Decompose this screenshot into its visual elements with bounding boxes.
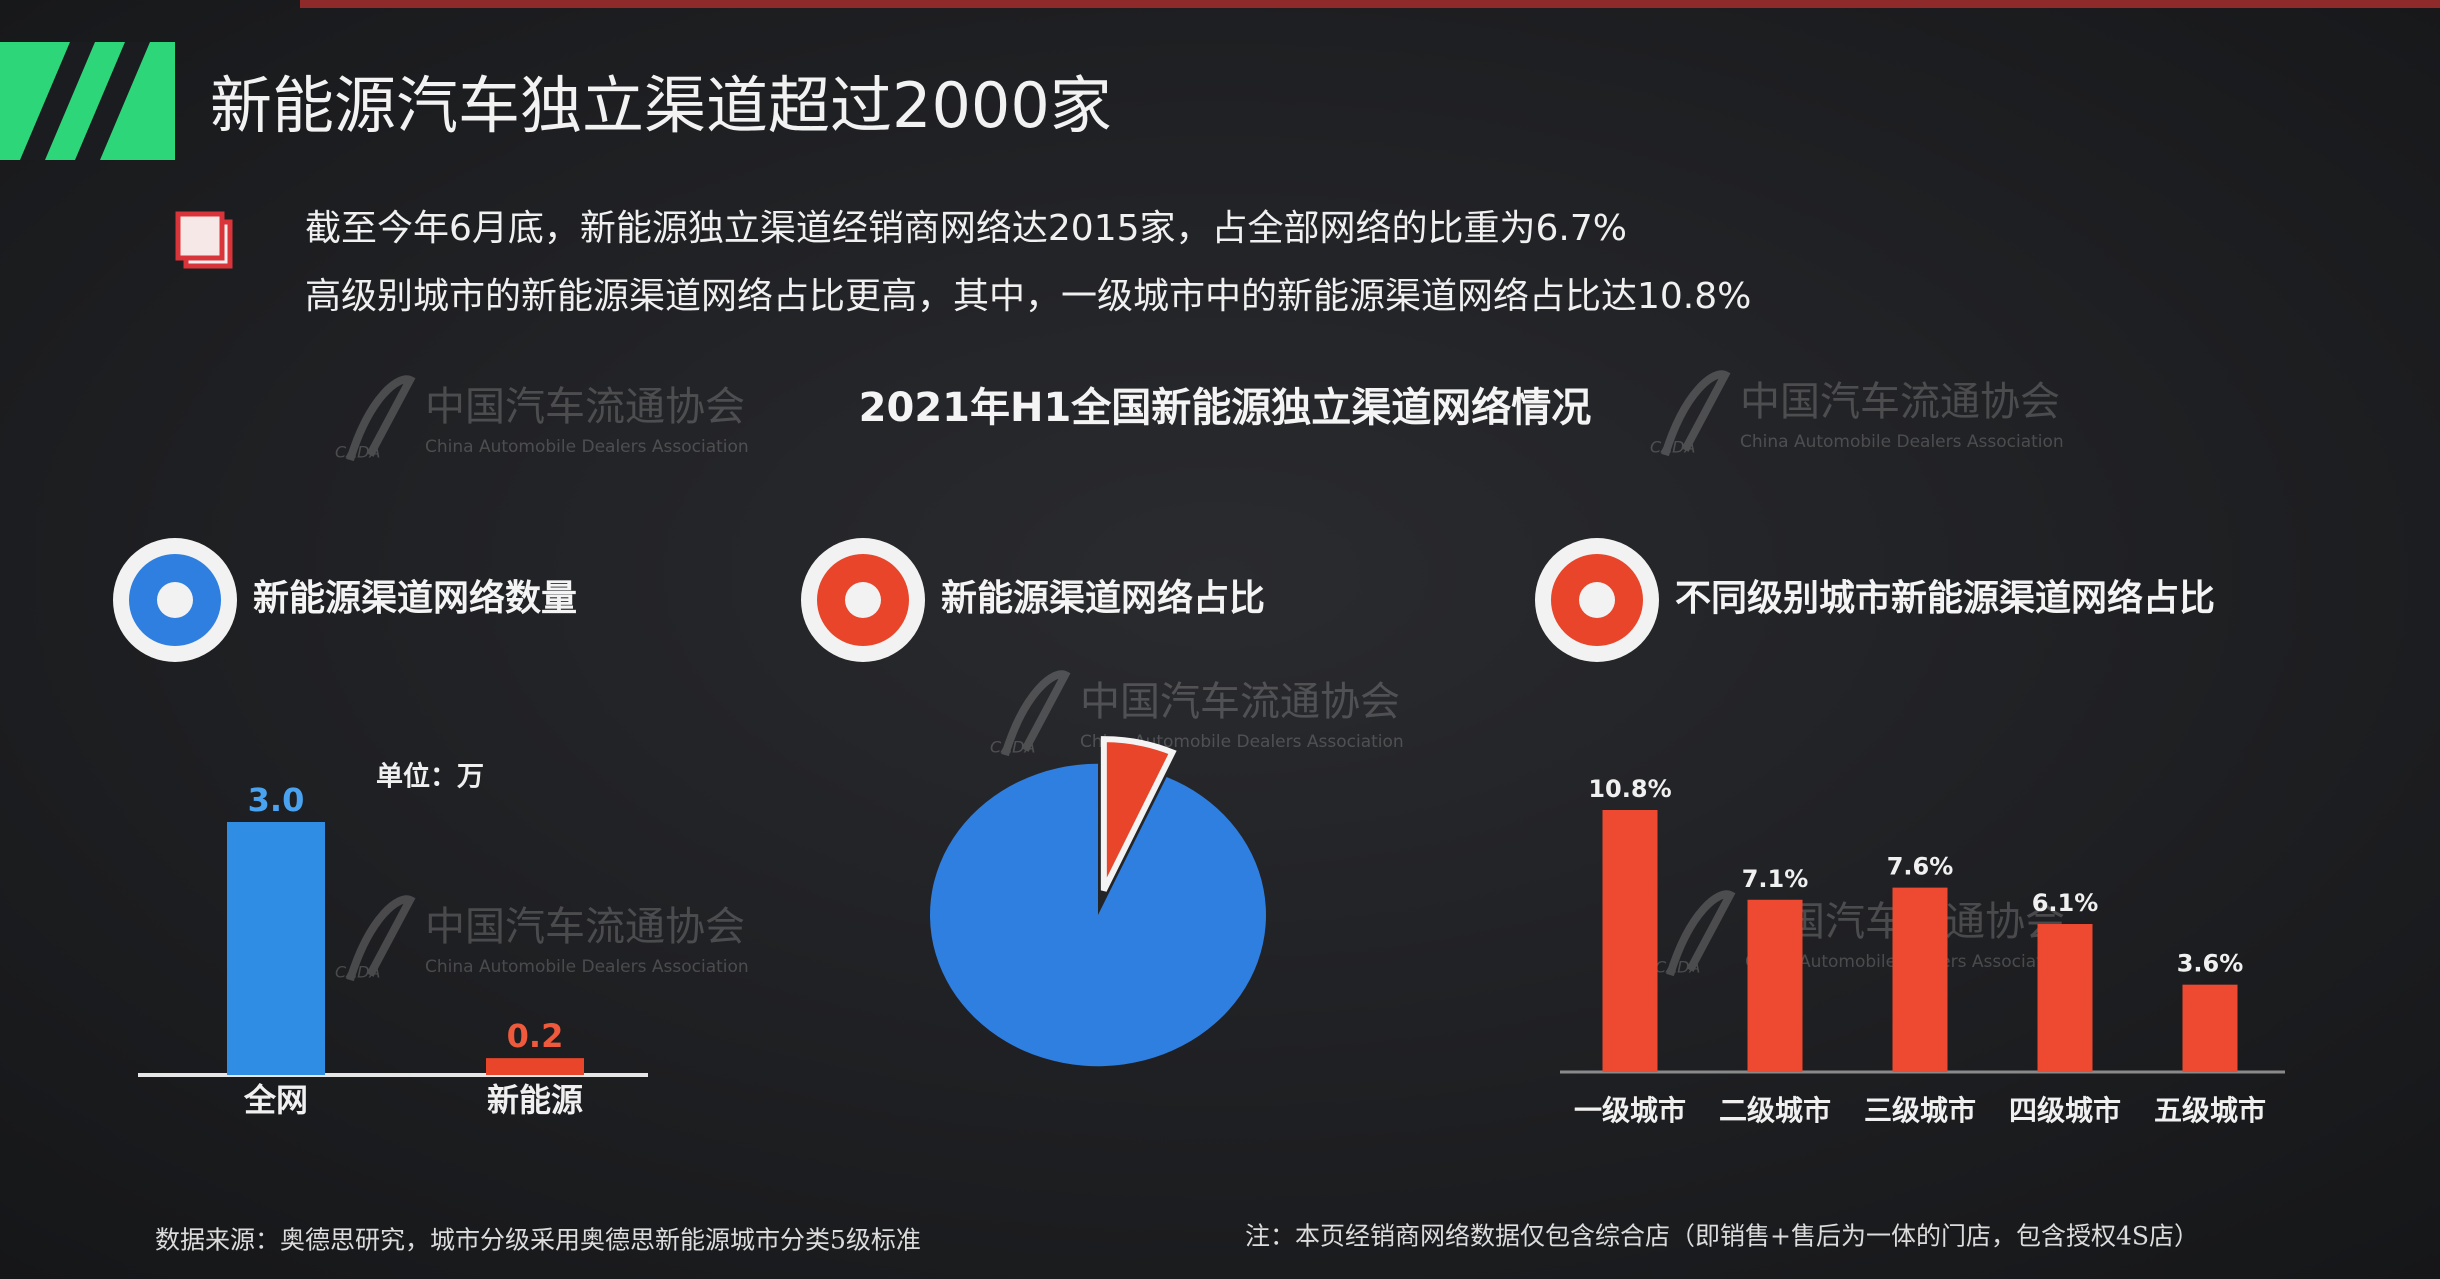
chart-subtitle: 2021年H1全国新能源独立渠道网络情况: [859, 385, 1592, 431]
section-title: 不同级别城市新能源渠道网络占比: [1675, 577, 2215, 619]
value-label: 3.6%: [2177, 950, 2244, 978]
watermark-logo: [1001, 670, 1071, 757]
bullet-text: 高级别城市的新能源渠道网络占比更高，其中，一级城市中的新能源渠道网络占比达10.…: [305, 276, 1751, 317]
watermark-english: China Automobile Dealers Association: [1740, 432, 2064, 452]
value-label: 0.2: [507, 1017, 564, 1055]
value-label: 7.6%: [1887, 853, 1954, 881]
slide-title: 新能源汽车独立渠道超过2000家: [210, 69, 1112, 142]
x-tick-label: 四级城市: [2009, 1094, 2121, 1127]
section-icon: [1579, 582, 1615, 618]
footnote-note: 注：本页经销商网络数据仅包含综合店（即销售+售后为一体的门店，包含授权4S店）: [1245, 1222, 2199, 1251]
title-badge: [0, 42, 175, 160]
watermark-logo-text: CADA: [335, 963, 380, 982]
bar: [2182, 984, 2238, 1072]
watermark: CADA 中国汽车流通协会 China Automobile Dealers Ass…: [1650, 370, 2064, 457]
watermark-logo-text: CADA: [1655, 958, 1700, 977]
watermark-logo: [346, 895, 416, 982]
section-icon: [157, 582, 193, 618]
pie-slice: [1100, 736, 1177, 892]
pie-slice: [929, 763, 1266, 1067]
bar: [227, 822, 325, 1075]
bar: [486, 1058, 584, 1075]
unit-label: 单位：万: [376, 761, 484, 793]
watermark-logo: [1661, 370, 1731, 457]
bullet-icon: [175, 211, 233, 269]
value-label: 7.1%: [1742, 865, 1809, 893]
bar: [1747, 899, 1803, 1072]
watermark-logo-text: CADA: [990, 738, 1035, 757]
section-title: 新能源渠道网络数量: [253, 577, 577, 619]
section-icon: [845, 582, 881, 618]
watermark-logo-text: CADA: [335, 443, 380, 462]
value-label: 3.0: [248, 781, 305, 819]
top-strip: [300, 0, 2440, 8]
watermark-name: 中国汽车流通协会: [1740, 379, 2060, 425]
x-tick-label: 一级城市: [1574, 1094, 1686, 1127]
watermark-name: 中国汽车流通协会: [425, 904, 745, 950]
x-tick-label: 五级城市: [2154, 1094, 2266, 1127]
watermark-logo: [346, 375, 416, 462]
bullet-text: 截至今年6月底，新能源独立渠道经销商网络达2015家，占全部网络的比重为6.7%: [305, 208, 1627, 249]
watermark-logo: [1666, 890, 1736, 977]
x-tick-label: 新能源: [487, 1081, 583, 1119]
watermark-name: 中国汽车流通协会: [425, 384, 745, 430]
watermark-english: China Automobile Dealers Association: [425, 437, 749, 457]
watermark: CADA 中国汽车流通协会 China Automobile Dealers Ass…: [335, 375, 749, 462]
value-label: 6.1%: [2032, 889, 2099, 917]
value-label: 10.8%: [1588, 775, 1671, 803]
section-title: 新能源渠道网络占比: [941, 577, 1265, 619]
x-tick-label: 三级城市: [1864, 1094, 1976, 1127]
watermark-name: 中国汽车流通协会: [1080, 679, 1400, 725]
watermark: CADA 中国汽车流通协会 China Automobile Dealers Ass…: [335, 895, 749, 982]
watermark-logo-text: CADA: [1650, 438, 1695, 457]
footnote-source: 数据来源：奥德思研究，城市分级采用奥德思新能源城市分类5级标准: [155, 1226, 921, 1255]
bar: [1602, 810, 1658, 1072]
x-tick-label: 二级城市: [1719, 1094, 1831, 1127]
x-tick-label: 全网: [243, 1081, 308, 1119]
bar: [2037, 924, 2093, 1072]
bar: [1892, 887, 1948, 1072]
watermark-english: China Automobile Dealers Association: [425, 957, 749, 977]
